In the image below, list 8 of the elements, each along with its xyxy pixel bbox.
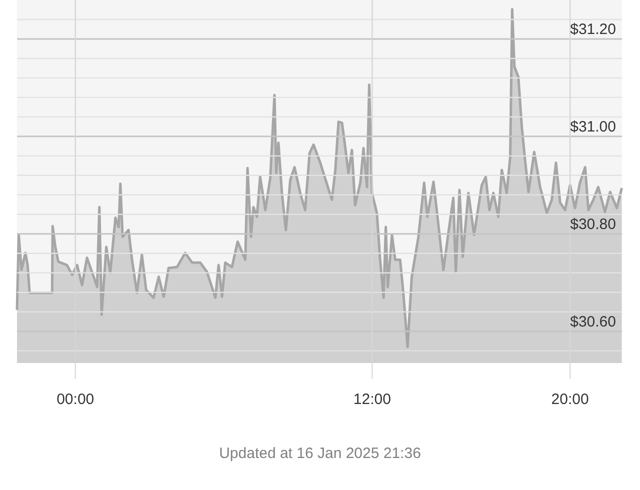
x-tick-label: 00:00 xyxy=(56,391,94,408)
text: Updated at 16 Jan 2025 21:36 xyxy=(219,445,421,462)
y-tick-label: $30.60 xyxy=(570,313,616,330)
x-tick-label: 20:00 xyxy=(551,391,589,408)
x-tick-label: 12:00 xyxy=(353,391,391,408)
y-tick-label: $31.20 xyxy=(570,20,616,38)
y-tick-label: $30.80 xyxy=(570,216,616,233)
y-tick-label: $31.00 xyxy=(570,118,616,136)
